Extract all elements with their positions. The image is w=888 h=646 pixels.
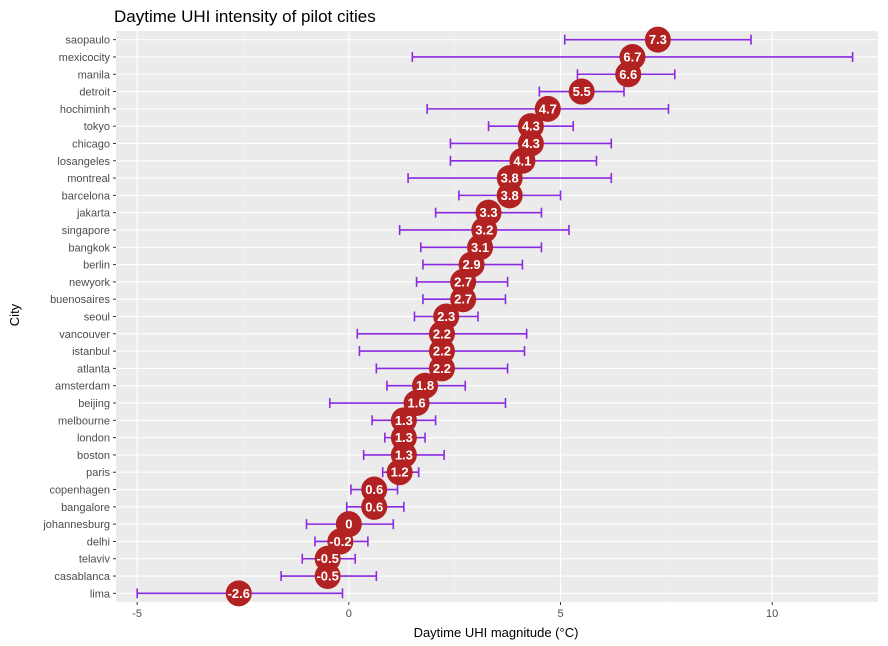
y-tick-jakarta: jakarta — [76, 208, 111, 220]
y-tick-copenhagen: copenhagen — [49, 485, 110, 497]
point-hochiminh — [534, 95, 561, 122]
point-label-manila: 6.6 — [619, 67, 637, 82]
point-label-melbourne: 1.3 — [395, 413, 413, 428]
point-bangalore — [361, 493, 388, 520]
point-saopaulo — [644, 26, 671, 53]
point-label-berlin: 2.9 — [463, 257, 481, 272]
y-tick-saopaulo: saopaulo — [65, 35, 110, 47]
point-label-losangeles: 4.1 — [513, 153, 531, 168]
x-axis-title: Daytime UHI magnitude (°C) — [414, 625, 579, 640]
point-label-casablanca: -0.5 — [316, 569, 338, 584]
point-label-singapore: 3.2 — [475, 222, 493, 237]
point-label-mexicocity: 6.7 — [623, 49, 641, 64]
y-axis-title: City — [7, 303, 22, 326]
y-tick-berlin: berlin — [83, 260, 110, 272]
x-tick-label: 5 — [557, 608, 563, 620]
x-tick-labels: -5 0 5 10 — [132, 602, 778, 620]
point-label-beijing: 1.6 — [408, 396, 426, 411]
point-label-seoul: 2.3 — [437, 309, 455, 324]
y-tick-melbourne: melbourne — [58, 415, 110, 427]
y-tick-bangkok: bangkok — [68, 242, 110, 254]
data-points — [225, 26, 671, 607]
point-manila — [615, 61, 642, 88]
point-label-copenhagen: 0.6 — [365, 482, 383, 497]
point-detroit — [568, 78, 595, 105]
error-bars — [136, 34, 854, 599]
point-casablanca — [314, 563, 341, 590]
y-tick-seoul: seoul — [84, 312, 110, 324]
point-label-chicago: 4.3 — [522, 136, 540, 151]
point-label-saopaulo: 7.3 — [649, 32, 667, 47]
point-label-istanbul: 2.2 — [433, 344, 451, 359]
y-tick-losangeles: losangeles — [57, 156, 110, 168]
y-tick-vancouver: vancouver — [59, 329, 110, 341]
y-tick-hochiminh: hochiminh — [60, 104, 110, 116]
y-tick-bangalore: bangalore — [61, 502, 110, 514]
point-label-telaviv: -0.5 — [316, 551, 338, 566]
y-tick-manila: manila — [78, 69, 111, 81]
point-label-boston: 1.3 — [395, 447, 413, 462]
point-label-lima: -2.6 — [228, 586, 250, 601]
y-tick-delhi: delhi — [87, 536, 110, 548]
point-lima — [225, 580, 252, 607]
y-tick-casablanca: casablanca — [54, 571, 111, 583]
y-tick-newyork: newyork — [69, 277, 110, 289]
y-tick-amsterdam: amsterdam — [55, 381, 110, 393]
point-buenosaires — [450, 286, 477, 313]
y-tick-johannesburg: johannesburg — [42, 519, 110, 531]
point-barcelona — [496, 182, 523, 209]
y-tick-lima: lima — [90, 588, 111, 600]
point-label-delhi: -0.2 — [329, 534, 351, 549]
point-label-newyork: 2.7 — [454, 274, 472, 289]
point-label-vancouver: 2.2 — [433, 326, 451, 341]
y-tick-istanbul: istanbul — [72, 346, 110, 358]
point-label-jakarta: 3.3 — [479, 205, 497, 220]
point-label-montreal: 3.8 — [501, 171, 519, 186]
x-tick-label: -5 — [132, 608, 142, 620]
point-labels: 7.3 6.7 6.6 5.5 4.7 4.3 4.3 4.1 3.8 3.8 3.3 3.2 3.1 2… — [228, 32, 667, 601]
x-tick-label: 10 — [766, 608, 778, 620]
point-label-london: 1.3 — [395, 430, 413, 445]
point-label-paris: 1.2 — [391, 465, 409, 480]
y-tick-detroit: detroit — [79, 87, 110, 99]
y-tick-telaviv: telaviv — [79, 554, 111, 566]
point-label-amsterdam: 1.8 — [416, 378, 434, 393]
y-tick-montreal: montreal — [67, 173, 110, 185]
point-label-buenosaires: 2.7 — [454, 292, 472, 307]
point-label-bangkok: 3.1 — [471, 240, 489, 255]
y-tick-labels: saopaulo mexicocity manila detroit hochiminh… — [42, 35, 116, 600]
point-label-detroit: 5.5 — [573, 84, 591, 99]
point-label-hochiminh: 4.7 — [539, 101, 557, 116]
y-tick-beijing: beijing — [78, 398, 110, 410]
y-tick-buenosaires: buenosaires — [50, 294, 110, 306]
point-label-bangalore: 0.6 — [365, 499, 383, 514]
point-label-barcelona: 3.8 — [501, 188, 519, 203]
point-paris — [386, 459, 413, 486]
point-label-tokyo: 4.3 — [522, 119, 540, 134]
y-tick-barcelona: barcelona — [62, 190, 111, 202]
x-tick-label: 0 — [346, 608, 352, 620]
point-label-johannesburg: 0 — [345, 517, 352, 532]
point-label-atlanta: 2.2 — [433, 361, 451, 376]
y-tick-paris: paris — [86, 467, 110, 479]
y-tick-boston: boston — [77, 450, 110, 462]
y-tick-singapore: singapore — [62, 225, 110, 237]
y-tick-mexicocity: mexicocity — [59, 52, 111, 64]
y-tick-tokyo: tokyo — [84, 121, 110, 133]
chart-title: Daytime UHI intensity of pilot cities — [114, 7, 376, 26]
y-tick-london: london — [77, 433, 110, 445]
y-tick-chicago: chicago — [72, 138, 110, 150]
y-tick-atlanta: atlanta — [77, 363, 111, 375]
point-atlanta — [428, 355, 455, 382]
